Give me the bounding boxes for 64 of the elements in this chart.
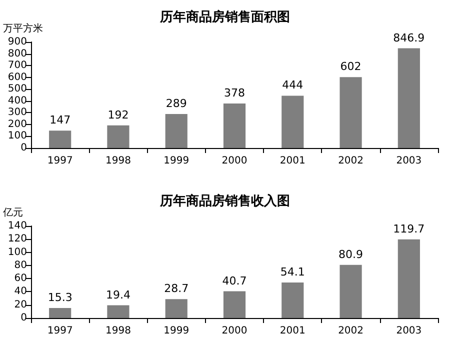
y-tick-label: 500 — [8, 84, 27, 95]
bar — [282, 96, 304, 148]
y-tick-label: 900 — [8, 36, 27, 48]
data-label: 846.9 — [393, 31, 425, 44]
x-tick-label: 1998 — [105, 156, 131, 166]
x-tick-label: 2000 — [222, 326, 248, 336]
data-label: 444 — [282, 78, 304, 92]
y-tick-label: 120 — [8, 234, 27, 245]
data-label: 378 — [224, 86, 245, 100]
bar — [49, 130, 72, 148]
bar — [223, 291, 246, 318]
data-label: 19.4 — [106, 288, 130, 302]
x-tick-label: 2002 — [338, 326, 364, 336]
bar — [282, 282, 304, 318]
data-label: 40.7 — [222, 274, 247, 288]
bar — [107, 305, 130, 318]
bar — [340, 77, 362, 148]
y-tick-label: 40 — [14, 286, 27, 298]
data-label: 147 — [50, 114, 71, 127]
y-tick-label: 200 — [8, 118, 27, 130]
y-tick-label: 0 — [20, 142, 27, 154]
data-label: 602 — [340, 60, 362, 74]
data-label: 289 — [166, 96, 187, 110]
x-tick-label: 1998 — [105, 326, 131, 336]
bar — [340, 264, 362, 318]
chart-title: 历年商品房销售收入图 — [159, 193, 290, 209]
data-label: 54.1 — [280, 265, 305, 278]
y-tick-label: 100 — [8, 130, 27, 142]
chart-title: 历年商品房销售面积图 — [159, 9, 290, 25]
data-label: 80.9 — [338, 248, 364, 261]
y-axis-title: 亿元 — [2, 208, 23, 218]
y-tick-label: 600 — [8, 72, 27, 83]
x-tick-label: 2003 — [396, 156, 422, 166]
bar — [165, 114, 188, 148]
x-tick-label: 2001 — [280, 156, 306, 166]
x-tick-label: 1999 — [164, 156, 190, 166]
x-tick-label: 2002 — [338, 156, 364, 166]
data-label: 119.7 — [393, 222, 425, 236]
bar — [49, 308, 72, 318]
y-tick-label: 60 — [14, 273, 27, 284]
y-tick-label: 0 — [20, 312, 27, 324]
x-tick-label: 1999 — [164, 326, 190, 336]
bar — [398, 48, 420, 148]
data-label: 15.3 — [48, 290, 72, 304]
bar — [223, 103, 246, 148]
y-tick-label: 80 — [14, 260, 27, 271]
y-tick-label: 400 — [8, 95, 27, 106]
bar — [398, 239, 420, 318]
x-tick-label: 2000 — [222, 156, 248, 166]
bar — [107, 125, 130, 148]
y-tick-label: 20 — [14, 299, 27, 310]
x-tick-label: 2001 — [280, 326, 306, 336]
y-tick-label: 800 — [8, 48, 27, 60]
y-tick-label: 700 — [8, 60, 27, 72]
x-tick-label: 1997 — [47, 326, 73, 336]
y-tick-label: 300 — [8, 107, 27, 118]
x-tick-label: 1997 — [47, 156, 73, 166]
bar — [165, 299, 188, 318]
x-tick-label: 2003 — [396, 326, 422, 336]
y-tick-label: 100 — [8, 246, 27, 258]
data-label: 28.7 — [164, 282, 189, 296]
data-label: 192 — [108, 108, 129, 122]
y-tick-label: 140 — [8, 220, 27, 232]
y-axis-title: 万平方米 — [3, 22, 43, 34]
